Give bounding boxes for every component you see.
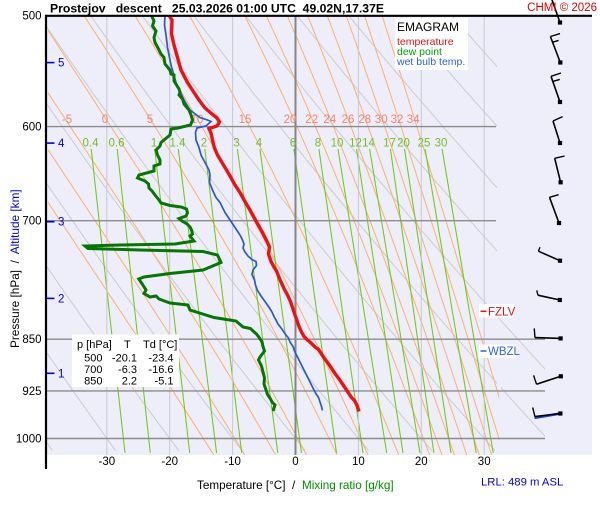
svg-text:24: 24 bbox=[323, 114, 336, 126]
svg-text:4: 4 bbox=[58, 138, 65, 150]
svg-text:Temperature [°C] /: Temperature [°C] / bbox=[197, 479, 296, 492]
svg-text:30: 30 bbox=[478, 456, 491, 468]
svg-text:p [hPa]: p [hPa] bbox=[77, 339, 112, 351]
svg-text:3: 3 bbox=[58, 217, 64, 229]
svg-text:30: 30 bbox=[375, 114, 388, 126]
svg-text:2: 2 bbox=[58, 293, 64, 305]
svg-text:34: 34 bbox=[407, 114, 420, 126]
svg-text:FZLV: FZLV bbox=[488, 307, 516, 319]
svg-text:700: 700 bbox=[22, 216, 41, 228]
svg-text:temperature: temperature bbox=[397, 36, 454, 48]
svg-text:dew point: dew point bbox=[397, 46, 442, 58]
svg-text:15: 15 bbox=[239, 114, 252, 126]
svg-text:28: 28 bbox=[358, 114, 371, 126]
svg-text:T: T bbox=[124, 339, 131, 351]
svg-text:Mixing ratio [g/kg]: Mixing ratio [g/kg] bbox=[302, 479, 394, 492]
svg-text:26: 26 bbox=[342, 114, 355, 126]
svg-text:CHMI © 2026: CHMI © 2026 bbox=[527, 2, 597, 14]
svg-text:32: 32 bbox=[391, 114, 404, 126]
svg-text:Pressure [hPa] / Altitude [k: Pressure [hPa] / Altitude [km] bbox=[8, 189, 22, 348]
svg-text:wet bulb temp.: wet bulb temp. bbox=[396, 56, 465, 68]
svg-text:Prostejov descent 25.03.20: Prostejov descent 25.03.2026 01:00 UTC 4… bbox=[50, 2, 384, 16]
svg-text:850: 850 bbox=[84, 376, 102, 388]
svg-text:-16.6: -16.6 bbox=[148, 364, 173, 376]
svg-text:925: 925 bbox=[22, 386, 41, 398]
svg-text:3: 3 bbox=[233, 138, 239, 150]
svg-text:0: 0 bbox=[102, 114, 108, 126]
svg-text:1.4: 1.4 bbox=[170, 138, 187, 150]
svg-text:25: 25 bbox=[418, 138, 431, 150]
svg-text:17: 17 bbox=[383, 138, 396, 150]
svg-text:-30: -30 bbox=[98, 456, 115, 468]
svg-text:-6.3: -6.3 bbox=[118, 364, 137, 376]
svg-text:22: 22 bbox=[305, 114, 318, 126]
svg-text:0.4: 0.4 bbox=[83, 138, 100, 150]
svg-text:2: 2 bbox=[201, 138, 207, 150]
svg-text:0.6: 0.6 bbox=[109, 138, 125, 150]
svg-text:30: 30 bbox=[435, 138, 448, 150]
svg-text:-20.1: -20.1 bbox=[112, 353, 137, 365]
svg-text:600: 600 bbox=[22, 122, 41, 134]
svg-text:1: 1 bbox=[58, 368, 64, 380]
svg-text:LRL: 489 m ASL: LRL: 489 m ASL bbox=[481, 477, 563, 489]
svg-text:500: 500 bbox=[22, 10, 41, 22]
svg-text:14: 14 bbox=[362, 138, 375, 150]
svg-text:Td [°C]: Td [°C] bbox=[143, 339, 177, 351]
svg-text:20: 20 bbox=[284, 114, 297, 126]
svg-text:700: 700 bbox=[84, 364, 102, 376]
svg-text:-5: -5 bbox=[62, 114, 72, 126]
svg-text:2.2: 2.2 bbox=[122, 376, 137, 388]
svg-text:-23.4: -23.4 bbox=[148, 353, 173, 365]
svg-text:10: 10 bbox=[352, 456, 365, 468]
svg-text:6: 6 bbox=[290, 138, 296, 150]
svg-text:20: 20 bbox=[397, 138, 410, 150]
svg-text:10: 10 bbox=[331, 138, 344, 150]
svg-text:-20: -20 bbox=[161, 456, 178, 468]
svg-text:-5.1: -5.1 bbox=[155, 376, 174, 388]
svg-text:850: 850 bbox=[22, 334, 41, 346]
svg-text:5: 5 bbox=[58, 58, 64, 70]
svg-text:1: 1 bbox=[151, 138, 157, 150]
svg-text:1000: 1000 bbox=[16, 434, 42, 446]
svg-text:5: 5 bbox=[147, 114, 153, 126]
svg-text:8: 8 bbox=[315, 138, 321, 150]
svg-text:20: 20 bbox=[415, 456, 428, 468]
svg-text:500: 500 bbox=[84, 353, 102, 365]
svg-text:4: 4 bbox=[256, 138, 263, 150]
svg-text:EMAGRAM: EMAGRAM bbox=[397, 20, 459, 34]
svg-text:12: 12 bbox=[349, 138, 362, 150]
svg-text:0: 0 bbox=[292, 456, 298, 468]
svg-text:-10: -10 bbox=[224, 456, 241, 468]
svg-text:WBZL: WBZL bbox=[488, 346, 521, 358]
